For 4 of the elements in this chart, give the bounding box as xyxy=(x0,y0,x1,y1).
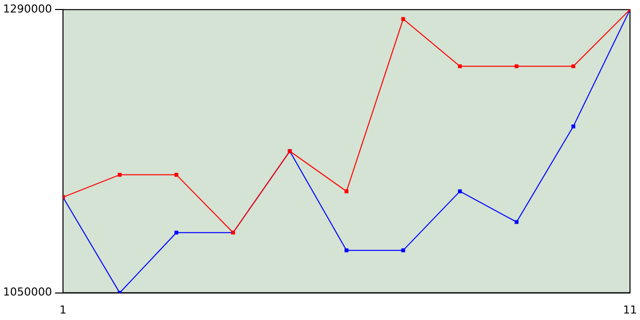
x-tick-label: 11 xyxy=(623,303,637,316)
y-tick-label: 1050000 xyxy=(2,286,52,299)
y-tick-label: 1290000 xyxy=(2,2,52,16)
x-tick-label: 1 xyxy=(59,303,66,316)
